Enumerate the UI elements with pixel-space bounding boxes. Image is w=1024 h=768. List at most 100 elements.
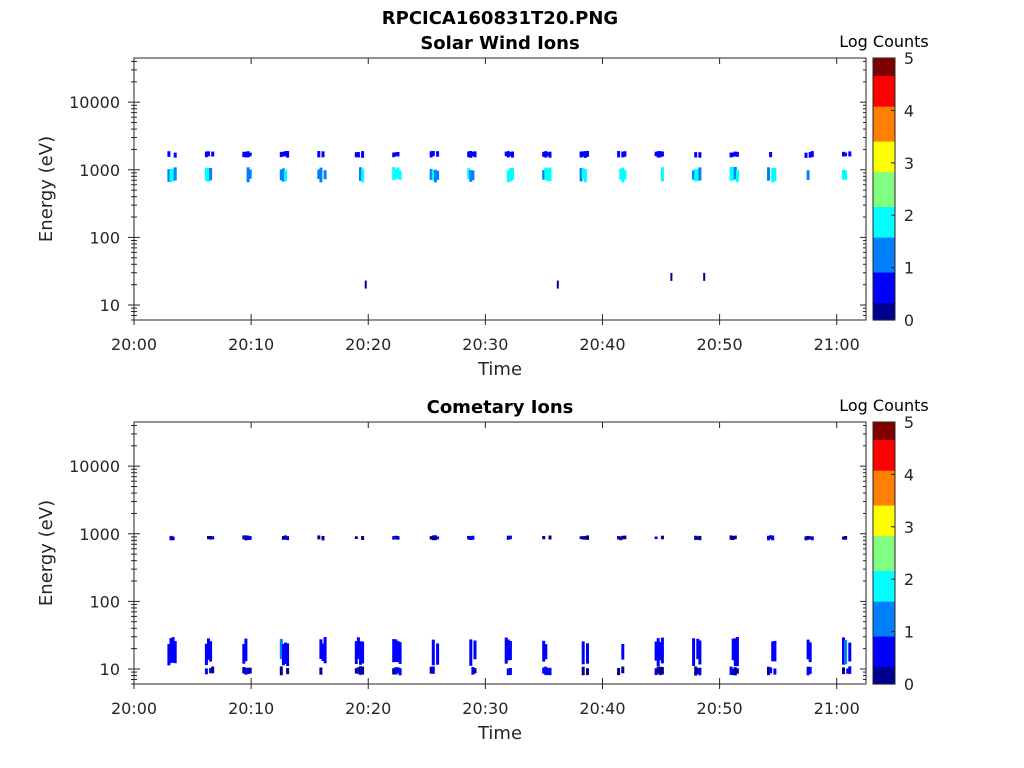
- y-axis-label: Energy (eV): [36, 500, 57, 606]
- data-cell: [396, 641, 400, 663]
- colorbar-segment: [873, 280, 895, 286]
- data-cell: [286, 536, 290, 541]
- data-cell: [542, 640, 546, 662]
- data-cell: [542, 536, 546, 540]
- colorbar-segment: [873, 66, 895, 72]
- data-cell: [771, 167, 775, 183]
- data-cell: [173, 167, 177, 181]
- colorbar-segment: [873, 430, 895, 436]
- data-cell: [544, 151, 548, 158]
- data-cell: [546, 668, 550, 675]
- data-cell: [317, 535, 321, 540]
- colorbar-segment: [873, 500, 895, 506]
- data-cell: [436, 536, 440, 540]
- colorbar-segment: [873, 566, 895, 572]
- data-cell: [698, 640, 702, 665]
- colorbar-segment: [873, 679, 895, 685]
- data-cell: [806, 170, 810, 180]
- colorbar-segment: [873, 474, 895, 480]
- data-cell: [508, 168, 512, 182]
- data-cell: [248, 667, 252, 674]
- colorbar-tick-label: 3: [904, 154, 914, 173]
- data-cell: [319, 667, 323, 675]
- data-cell: [167, 169, 171, 182]
- data-cell: [469, 536, 473, 540]
- colorbar-segment: [873, 627, 895, 633]
- data-cell: [692, 170, 696, 180]
- data-cell: [248, 152, 252, 157]
- panel-title: Cometary Ions: [427, 397, 574, 418]
- data-cell: [204, 167, 208, 181]
- data-cell: [698, 535, 702, 541]
- colorbar-segment: [873, 101, 895, 107]
- colorbar-segment: [873, 496, 895, 502]
- data-cell: [694, 535, 698, 540]
- colorbar-segment: [873, 509, 895, 515]
- colorbar-segment: [873, 97, 895, 103]
- data-cell: [286, 151, 290, 158]
- data-cell: [321, 643, 325, 661]
- data-cell: [696, 169, 700, 181]
- colorbar-segment: [873, 92, 895, 98]
- data-cell: [548, 151, 552, 158]
- data-cell: [433, 535, 437, 541]
- data-cell: [467, 151, 471, 158]
- data-cell: [617, 536, 621, 540]
- colorbar-segment: [873, 123, 895, 129]
- colorbar-segment: [873, 631, 895, 637]
- data-cell: [171, 637, 175, 663]
- colorbar-segment: [873, 184, 895, 190]
- colorbar-segment: [873, 618, 895, 624]
- colorbar-segment: [873, 202, 895, 208]
- data-cell: [246, 167, 250, 183]
- data-cell: [281, 151, 285, 157]
- data-cell: [773, 668, 777, 675]
- colorbar-segment: [873, 491, 895, 497]
- x-tick-label: 20:20: [345, 699, 391, 718]
- data-cell: [808, 642, 812, 663]
- colorbar-segment: [873, 605, 895, 611]
- data-cell: [842, 536, 845, 540]
- data-cell: [244, 151, 248, 158]
- x-tick-label: 20:20: [345, 335, 391, 354]
- data-cell: [844, 639, 848, 665]
- data-cell: [398, 642, 402, 664]
- data-cell: [467, 535, 471, 540]
- colorbar-segment: [873, 62, 895, 68]
- colorbar-segment: [873, 452, 895, 458]
- colorbar-segment: [873, 149, 895, 155]
- colorbar-segment: [873, 596, 895, 602]
- data-cell: [242, 151, 246, 158]
- data-cell: [621, 167, 625, 183]
- colorbar-segment: [873, 58, 895, 63]
- colorbar-segment: [873, 422, 895, 427]
- data-cell: [542, 170, 546, 180]
- data-cell: [658, 642, 662, 661]
- data-cell: [429, 666, 433, 674]
- data-cell: [654, 641, 658, 661]
- data-cell: [508, 152, 512, 157]
- x-tick-label: 20:00: [111, 335, 157, 354]
- data-cell: [469, 639, 473, 666]
- colorbar-segment: [873, 544, 895, 550]
- colorbar-segment: [873, 298, 895, 304]
- data-cell: [396, 667, 400, 674]
- colorbar-frame: [872, 57, 896, 321]
- data-cell: [654, 151, 658, 157]
- colorbar-segment: [873, 531, 895, 537]
- data-cell: [506, 170, 510, 183]
- data-cell: [698, 667, 702, 676]
- data-cell: [211, 151, 215, 157]
- data-cell: [508, 535, 512, 540]
- data-cell: [356, 152, 360, 158]
- data-cell: [581, 151, 585, 157]
- data-cell: [660, 637, 664, 664]
- data-cell: [323, 170, 327, 180]
- colorbar-segment: [873, 662, 895, 668]
- colorbar-segment: [873, 215, 895, 221]
- y-tick-label: 10: [100, 296, 120, 315]
- data-cell: [246, 535, 250, 540]
- colorbar-tick-label: 0: [904, 311, 914, 330]
- data-cell: [731, 152, 735, 157]
- colorbar-segment: [873, 106, 895, 111]
